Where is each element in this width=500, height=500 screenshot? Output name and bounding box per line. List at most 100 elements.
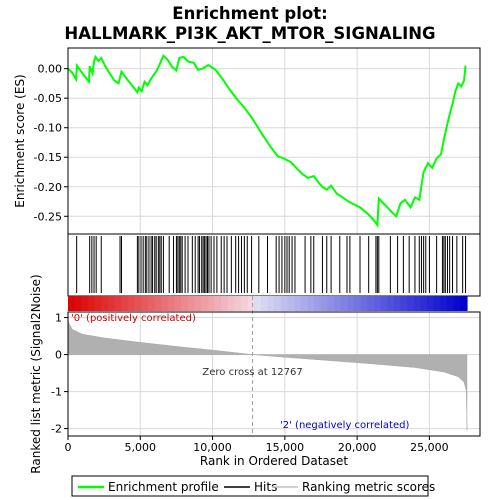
heatbar-segment bbox=[407, 296, 415, 311]
es-panel: 0.00 -0.05 -0.10 -0.15 -0.20 -0.25 Enrichment… bbox=[13, 47, 481, 235]
heatbar-segment bbox=[114, 296, 122, 311]
heatbar-segment bbox=[333, 296, 342, 311]
chart-title-line2: HALLMARK_PI3K_AKT_MTOR_SIGNALING bbox=[64, 24, 435, 43]
heatbar-segment bbox=[200, 296, 209, 311]
x-tick-label: 15,000 bbox=[266, 441, 305, 454]
heatbar-segment bbox=[413, 296, 422, 311]
heatbar-segment bbox=[393, 296, 402, 311]
heatbar-segment bbox=[300, 296, 308, 311]
heatbar-segment bbox=[74, 296, 82, 311]
legend-label-enrichment-profile: Enrichment profile bbox=[108, 480, 219, 494]
heatbar-segment bbox=[353, 296, 362, 311]
heatbar-segment bbox=[280, 296, 289, 311]
heatbar-segment bbox=[380, 296, 388, 311]
zero-cross-label: Zero cross at 12767 bbox=[202, 367, 302, 378]
heatbar-segment bbox=[267, 296, 275, 311]
es-tick-label: -0.10 bbox=[34, 122, 62, 135]
chart-title-line1: Enrichment plot: bbox=[172, 4, 327, 23]
heatbar-segment bbox=[194, 296, 202, 311]
heatbar-segment bbox=[427, 296, 435, 311]
heatbar-segment bbox=[440, 296, 448, 311]
heatbar-segment bbox=[141, 296, 149, 311]
heatbar-segment bbox=[307, 296, 315, 311]
heatbar-segment bbox=[207, 296, 215, 311]
metric-tick-label: 1 bbox=[55, 312, 62, 325]
x-axis: 0 5,000 10,000 15,000 20,000 25,000 bbox=[65, 436, 449, 454]
heatbar-segment bbox=[214, 296, 222, 311]
heatbar-segment bbox=[81, 296, 89, 311]
hit-marks bbox=[76, 236, 467, 293]
legend-label-ranking-metric: Ranking metric scores bbox=[302, 480, 435, 494]
hits-panel-frame bbox=[67, 233, 481, 297]
heatbar-segment bbox=[274, 296, 282, 311]
metric-tick-label: -1 bbox=[51, 386, 62, 399]
heatbar-segment bbox=[161, 296, 169, 311]
heatbar-segment bbox=[433, 296, 441, 311]
metric-panel: Zero cross at 12767 '0' (positively corr… bbox=[29, 274, 481, 474]
x-tick-label: 25,000 bbox=[410, 441, 449, 454]
heatbar-segment bbox=[320, 296, 328, 311]
es-y-axis: 0.00 -0.05 -0.10 -0.15 -0.20 -0.25 bbox=[34, 63, 68, 223]
heatbar-segment bbox=[94, 296, 102, 311]
ranked-list-heatbar bbox=[68, 296, 468, 311]
heatbar-segment bbox=[420, 296, 428, 311]
es-tick-label: 0.00 bbox=[38, 63, 63, 76]
hits-panel bbox=[67, 233, 481, 311]
es-tick-label: -0.15 bbox=[34, 151, 62, 164]
heatbar-segment bbox=[174, 296, 182, 311]
heatbar-segment bbox=[154, 296, 162, 311]
heatbar-segment bbox=[373, 296, 382, 311]
heatbar-segment bbox=[167, 296, 175, 311]
heatbar-segment bbox=[87, 296, 96, 311]
heatbar-segment bbox=[447, 296, 455, 311]
heatbar-segment bbox=[260, 296, 269, 311]
heatbar-segment bbox=[147, 296, 156, 311]
es-tick-label: -0.25 bbox=[34, 210, 62, 223]
heatbar-segment bbox=[294, 296, 302, 311]
legend: Enrichment profile Hits Ranking metric s… bbox=[71, 475, 435, 497]
heatbar-segment bbox=[340, 296, 348, 311]
x-tick-label: 10,000 bbox=[193, 441, 232, 454]
heatbar-segment bbox=[327, 296, 335, 311]
heatbar-segment bbox=[247, 296, 255, 311]
heatbar-segment bbox=[107, 296, 116, 311]
heatbar-segment bbox=[387, 296, 395, 311]
heatbar-segment bbox=[360, 296, 368, 311]
heatbar-segment bbox=[453, 296, 461, 311]
x-tick-label: 5,000 bbox=[125, 441, 157, 454]
x-tick-label: 0 bbox=[65, 441, 72, 454]
metric-y-axis-label: Ranked list metric (Signal2Noise) bbox=[29, 274, 43, 473]
heatbar-segment bbox=[254, 296, 262, 311]
es-tick-label: -0.05 bbox=[34, 92, 62, 105]
negative-correlation-label: '2' (negatively correlated) bbox=[280, 420, 409, 431]
heatbar-segment bbox=[400, 296, 408, 311]
heatbar-segment bbox=[121, 296, 129, 311]
heatbar-segment bbox=[181, 296, 189, 311]
heatbar-segment bbox=[101, 296, 109, 311]
heatbar-segment bbox=[220, 296, 229, 311]
heatbar-segment bbox=[287, 296, 295, 311]
positive-correlation-label: '0' (positively correlated) bbox=[71, 313, 196, 324]
ranking-metric-area bbox=[67, 317, 468, 431]
heatbar-segment bbox=[187, 296, 195, 311]
es-tick-label: -0.20 bbox=[34, 181, 62, 194]
heatbar-segment bbox=[240, 296, 249, 311]
es-grid bbox=[67, 48, 480, 234]
heatbar-segment bbox=[347, 296, 355, 311]
heatbar-segment bbox=[367, 296, 375, 311]
heatbar-segment bbox=[460, 296, 468, 311]
heatbar-segment bbox=[127, 296, 136, 311]
x-axis-label: Rank in Ordered Dataset bbox=[200, 454, 348, 468]
metric-tick-label: 0 bbox=[55, 349, 62, 362]
metric-tick-label: -2 bbox=[51, 423, 62, 436]
heatbar-segment bbox=[234, 296, 242, 311]
heatbar-segment bbox=[227, 296, 235, 311]
enrichment-profile-line bbox=[67, 53, 467, 228]
heatbar-segment bbox=[314, 296, 322, 311]
es-y-axis-label: Enrichment score (ES) bbox=[13, 74, 27, 207]
heatbar-segment bbox=[134, 296, 142, 311]
legend-frame bbox=[71, 475, 429, 497]
metric-panel-frame bbox=[67, 311, 481, 437]
x-tick-label: 20,000 bbox=[338, 441, 377, 454]
